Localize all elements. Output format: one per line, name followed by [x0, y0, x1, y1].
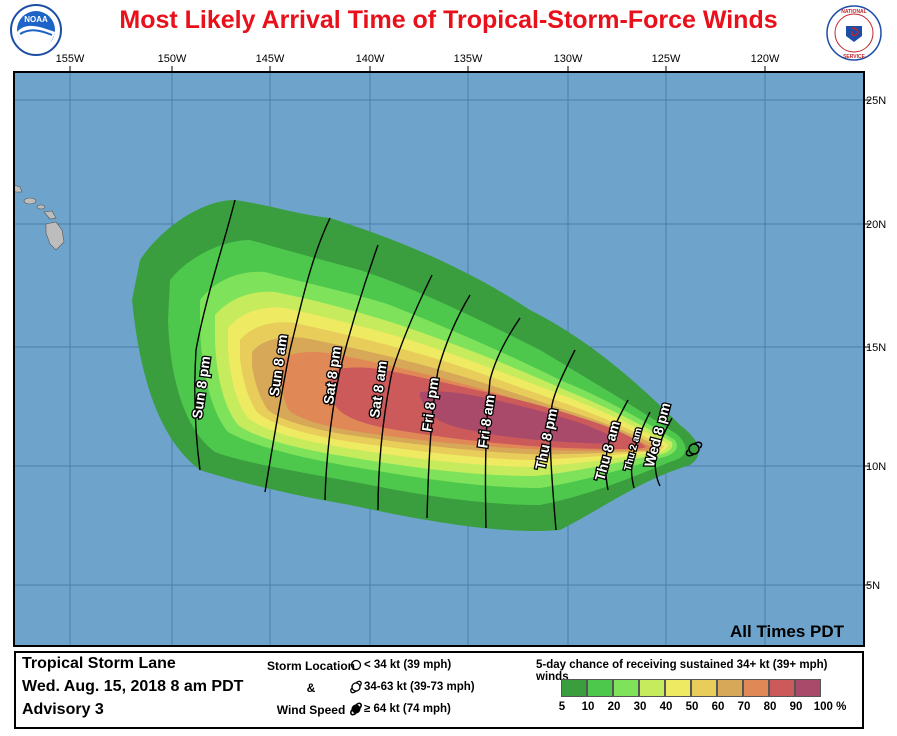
probability-label: 80 [763, 701, 777, 713]
probability-label: 40 [659, 701, 673, 713]
map-border [13, 71, 865, 647]
hurricane-icon [351, 704, 361, 714]
probability-label: 50 [685, 701, 699, 713]
probability-label: 10 [581, 701, 595, 713]
probability-swath [132, 200, 699, 531]
lon-label: 135W [454, 53, 483, 65]
probability-title: 5-day chance of receiving sustained 34+ … [536, 659, 828, 683]
colorbar-cell [717, 679, 743, 697]
storm-symbols [350, 659, 362, 716]
colorbar-cell [587, 679, 613, 697]
noaa-logo: NOAA [10, 4, 62, 56]
lon-label: 155W [56, 53, 85, 65]
isochrone-thu-8am [605, 399, 629, 491]
isochrone-sun-8pm [194, 199, 236, 471]
isochrone-sat-8pm [324, 244, 379, 501]
lat-label: 5N [866, 580, 880, 592]
probability-label: 5 [558, 701, 566, 713]
probability-label: 60 [711, 701, 725, 713]
svg-text:NOAA: NOAA [24, 15, 48, 24]
storm-name: Tropical Storm Lane [22, 655, 176, 672]
isochrone-wed-8pm [654, 417, 673, 487]
lon-label: 130W [554, 53, 583, 65]
lat-label: 10N [866, 461, 886, 473]
probability-label: 90 [789, 701, 803, 713]
colorbar-cell [613, 679, 639, 697]
probability-label: 100 % [813, 701, 847, 713]
map-title: Most Likely Arrival Time of Tropical-Sto… [119, 6, 778, 34]
lat-label: 25N [866, 95, 886, 107]
colorbar-cell [769, 679, 795, 697]
isochrone-sat-8am [377, 274, 433, 511]
tropical-storm-icon [351, 682, 361, 692]
legend-panel: Tropical Storm Lane Wed. Aug. 15, 2018 8… [14, 651, 864, 729]
legend-item-weak: < 34 kt (39 mph) [364, 659, 452, 671]
isochrone-fri-8am [484, 317, 521, 529]
nws-logo: NATIONAL SERVICE [826, 5, 882, 61]
storm-location-label: Storm Location [266, 659, 355, 673]
lat-label: 20N [866, 219, 886, 231]
lon-label: 125W [652, 53, 681, 65]
colorbar-cell [639, 679, 665, 697]
svg-text:SERVICE: SERVICE [843, 54, 866, 60]
advisory-number: Advisory 3 [22, 701, 104, 718]
hawaii-islands [14, 184, 65, 251]
all-times-note: All Times PDT [730, 622, 845, 641]
legend-item-hurricane: ≥ 64 kt (74 mph) [364, 703, 451, 715]
probability-label: 70 [737, 701, 751, 713]
legend-item-tropical-storm: 34-63 kt (39-73 mph) [364, 681, 475, 693]
isochrone-sun-8am [264, 217, 331, 493]
colorbar-cell [561, 679, 587, 697]
lat-label: 15N [866, 342, 886, 354]
swath-band-90 [420, 391, 618, 444]
wind-speed-label: Wind Speed [276, 703, 346, 717]
probability-label: 20 [607, 701, 621, 713]
isochrone-fri-8pm [426, 294, 471, 519]
colorbar-cell [795, 679, 821, 697]
lon-label: 120W [751, 53, 780, 65]
svg-text:NATIONAL: NATIONAL [841, 9, 866, 15]
colorbar-cell [691, 679, 717, 697]
weak-storm-icon [350, 659, 362, 671]
advisory-datetime: Wed. Aug. 15, 2018 8 am PDT [22, 678, 244, 695]
isochrone-thu-8pm [549, 349, 576, 531]
storm-location-marker [685, 441, 703, 457]
probability-label: 30 [633, 701, 647, 713]
lon-label: 140W [356, 53, 385, 65]
isochrone-thu-2am [630, 411, 651, 489]
probability-colorbar [561, 679, 821, 697]
colorbar-cell [743, 679, 769, 697]
lon-label: 145W [256, 53, 285, 65]
colorbar-cell [665, 679, 691, 697]
ampersand-label: & [306, 681, 316, 695]
lon-label: 150W [158, 53, 187, 65]
isochrone-lines [194, 199, 673, 531]
